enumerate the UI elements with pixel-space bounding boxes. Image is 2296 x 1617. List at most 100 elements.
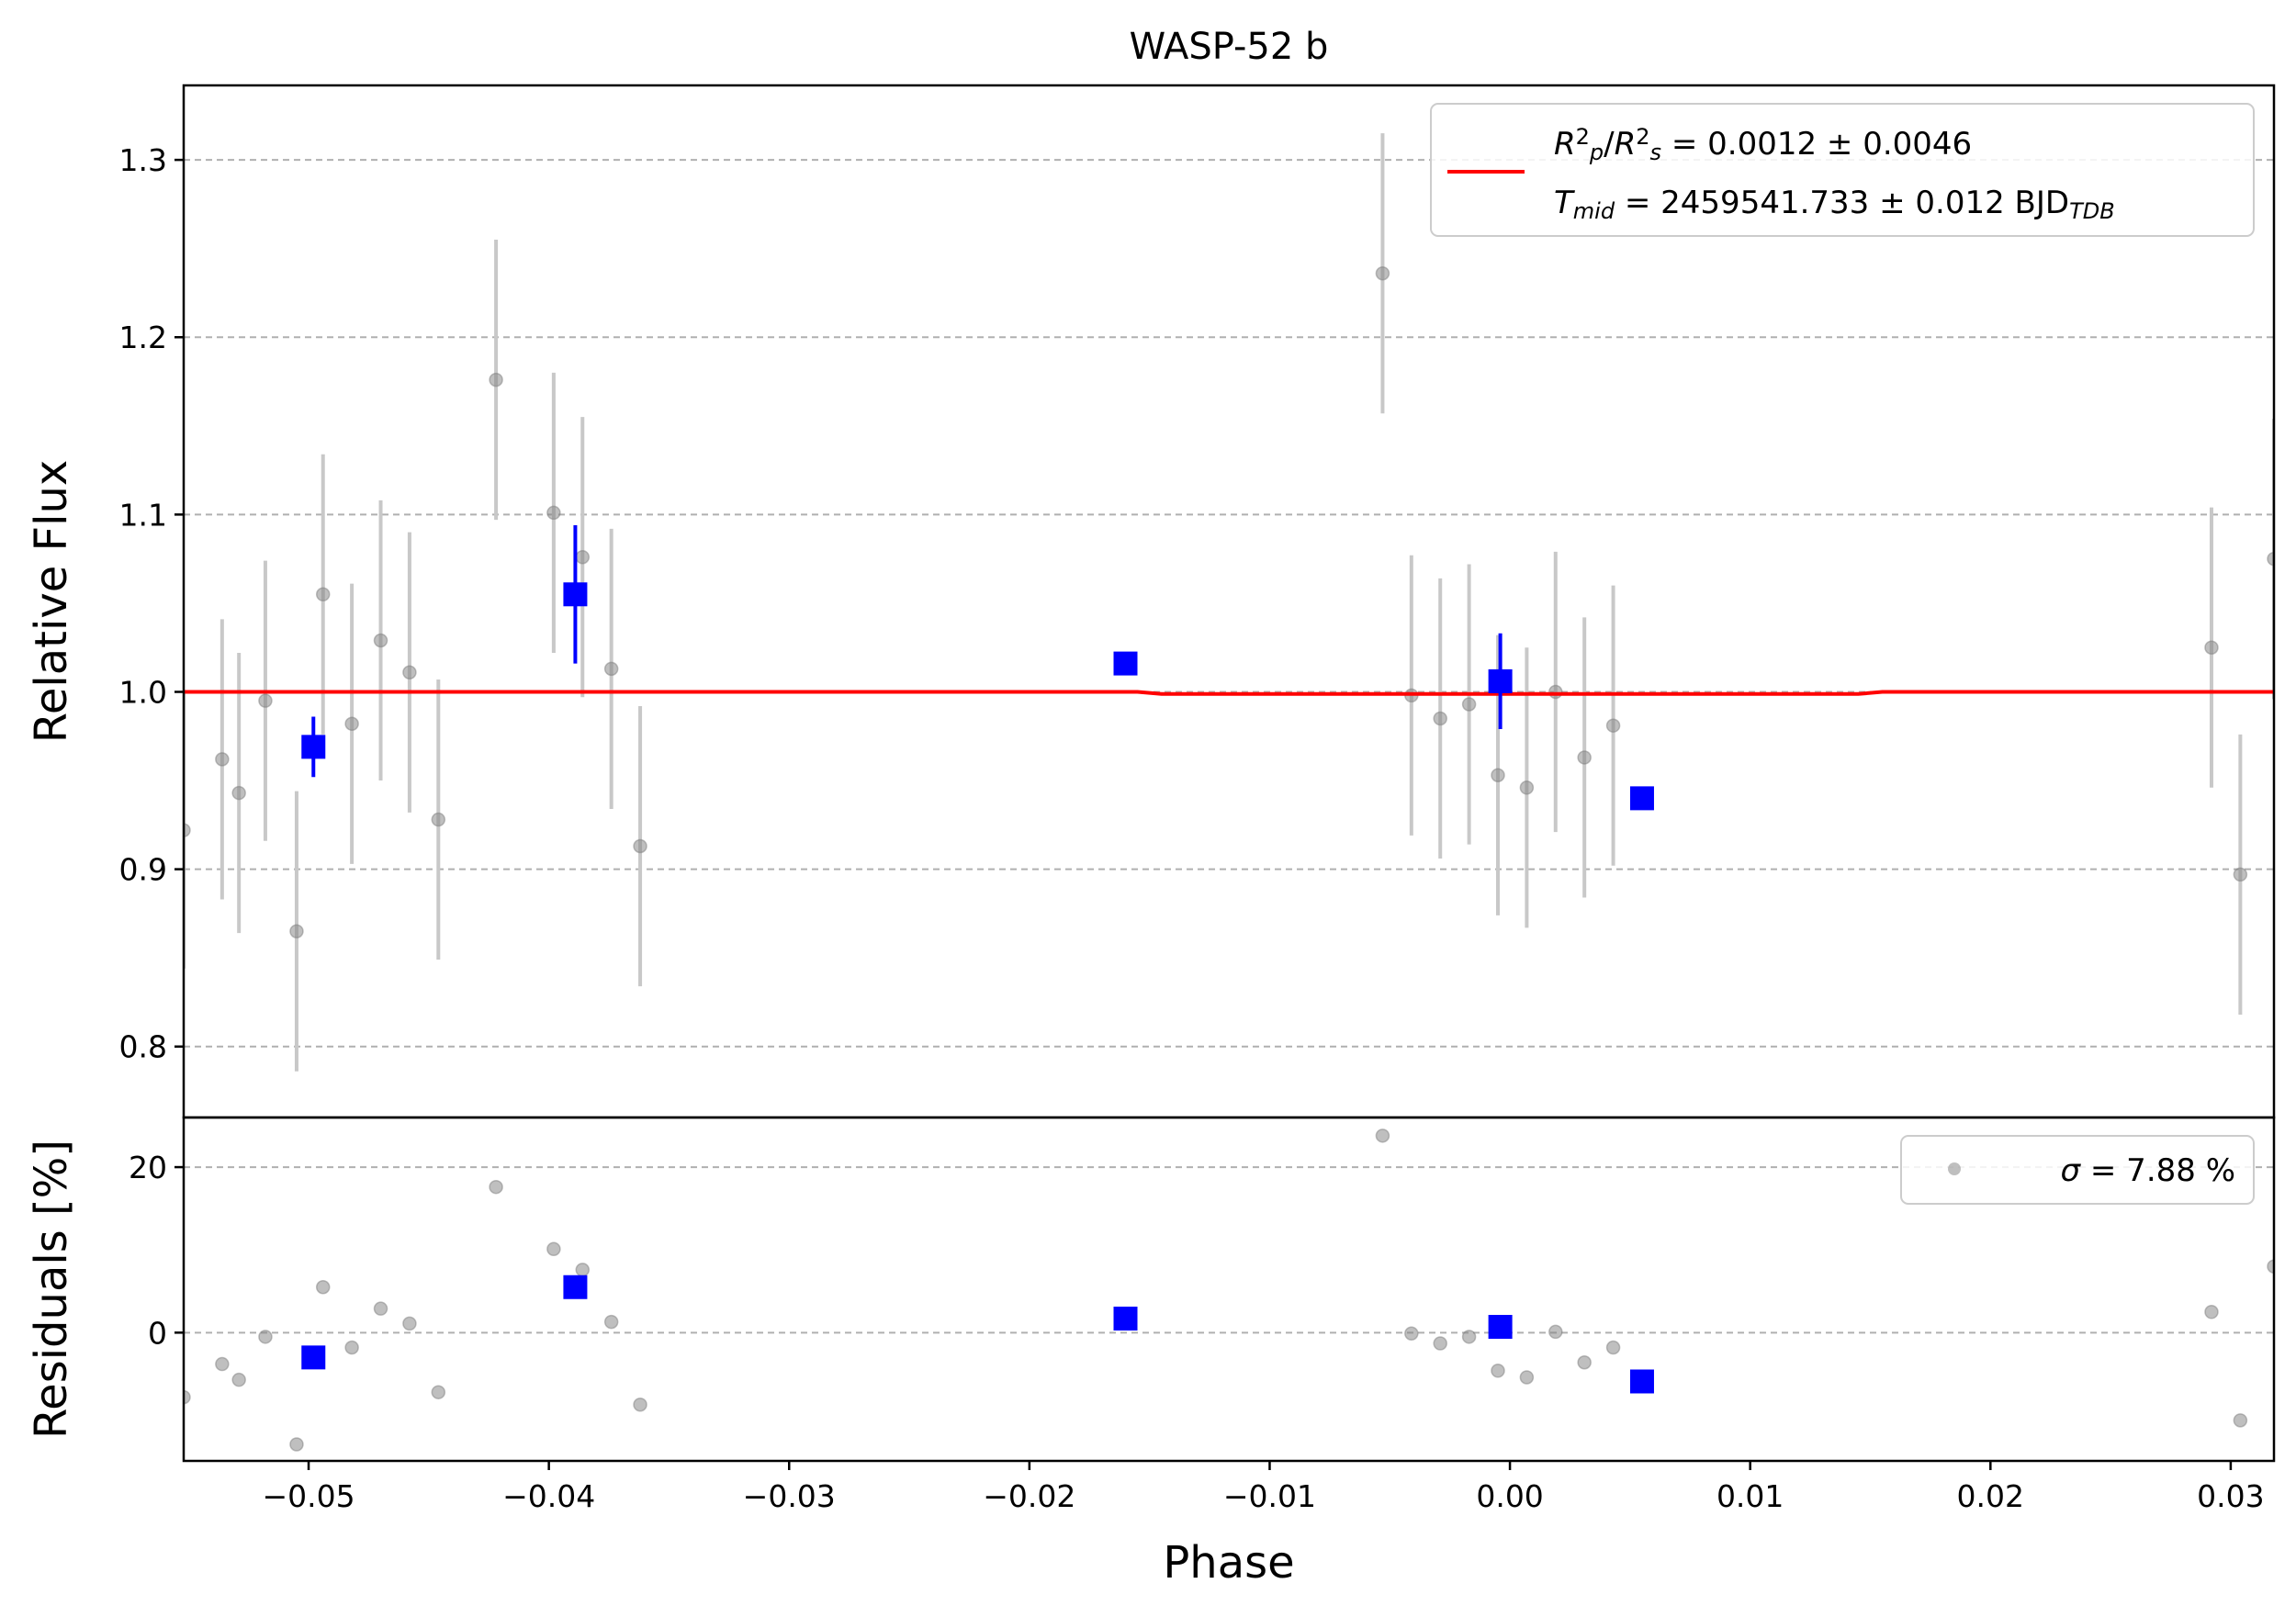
binned-data-point [1488,668,1513,693]
x-tick-label: −0.03 [743,1478,836,1514]
raw-data-point [1577,750,1592,765]
residuals-legend: σ = 7.88 % [1900,1135,2255,1205]
residuals-legend-marker [1948,1162,1961,1175]
raw-data-point [546,505,561,521]
raw-data-point [315,587,331,602]
binned-data-point [301,735,326,759]
raw-data-point [215,752,230,767]
raw-data-point [1461,1330,1477,1344]
x-tick-label: 0.03 [2197,1478,2264,1514]
raw-data-point [1548,1324,1563,1340]
binned-data-point [1629,1369,1654,1394]
main-panel: 0.8 0.9 1.0 1.1 1.2 1.3 Relative Flux R2p/R2s… [26,84,2276,1119]
residuals-legend-box [1900,1135,2255,1205]
raw-data-point [373,1301,388,1316]
residuals-x-ticks: −0.05 −0.04 −0.03 −0.02 −0.01 0.00 0.01 0.02 0.0… [262,1461,2265,1514]
raw-data-point [344,1340,359,1355]
binned-data-point [1629,786,1654,811]
transit-model-line [184,690,2274,696]
raw-data-point [289,1437,304,1452]
x-tick-label: 0.00 [1476,1478,1543,1514]
x-tick-label: −0.02 [983,1478,1075,1514]
raw-data-point [1491,768,1505,783]
raw-data-point [1519,780,1535,795]
y-tick-label: 1.0 [119,674,167,710]
x-axis-label: Phase [1163,1537,1294,1589]
raw-data-point [1375,265,1390,281]
raw-data-point [603,1314,619,1330]
raw-data-point [2204,640,2219,655]
raw-data-point [289,924,304,938]
main-y-axis-label: Relative Flux [26,460,77,744]
raw-data-point [184,823,191,837]
y-tick-label: 0 [148,1315,167,1351]
main-legend: R2p/R2s = 0.0012 ± 0.0046 Tmid = 2459541… [1430,103,2255,237]
x-tick-label: 0.02 [1957,1478,2024,1514]
main-data-layer [184,133,2274,1072]
legend-tmid-line: Tmid = 2459541.733 ± 0.012 BJDTDB [1554,185,2115,224]
raw-data-point [1577,1355,1592,1370]
raw-data-point [489,372,503,387]
raw-data-point [344,716,359,732]
y-tick-label: 1.1 [119,497,167,533]
chart-title: WASP-52 b [1130,26,1329,68]
residuals-y-axis-label: Residuals [%] [26,1140,77,1439]
legend-depth-line: R2p/R2s = 0.0012 ± 0.0046 [1554,124,1972,165]
raw-data-point [1433,1336,1447,1351]
raw-data-point [575,1263,591,1277]
raw-data-point [315,1279,331,1295]
raw-data-point [546,1241,561,1257]
raw-data-point [575,549,591,565]
raw-data-point [2204,1305,2219,1319]
x-tick-label: −0.01 [1223,1478,1316,1514]
binned-data-point [1488,1315,1513,1340]
raw-data-point [2267,1259,2274,1274]
y-tick-label: 1.3 [119,142,167,178]
raw-data-point [184,1389,191,1405]
raw-data-point [215,1356,230,1372]
y-tick-label: 1.2 [119,320,167,355]
raw-data-point [258,693,273,708]
raw-data-point [633,1397,647,1412]
raw-data-point [1461,697,1477,712]
residuals-y-ticks: 0 20 [129,1150,184,1351]
raw-data-point [1433,711,1447,726]
raw-data-point [373,633,388,648]
raw-data-point [2233,1413,2248,1428]
raw-data-point [402,665,417,680]
raw-data-point [1375,1129,1390,1143]
raw-data-point [1519,1370,1535,1385]
legend-sigma-label: σ = 7.88 % [2061,1152,2235,1189]
y-tick-label: 0.9 [119,852,167,888]
raw-data-point [603,661,619,677]
residuals-data-layer [184,1129,2274,1452]
raw-data-point [1605,1340,1621,1355]
raw-data-point [402,1316,417,1331]
binned-data-point [301,1345,326,1370]
main-y-ticks: 0.8 0.9 1.0 1.1 1.2 1.3 [119,142,184,1065]
raw-data-point [1548,684,1563,700]
raw-data-point [431,812,446,827]
raw-data-point [231,785,246,801]
residuals-panel: 0 20 −0.05 −0.04 −0.03 −0.02 −0.01 0.00 0.01 0.0… [26,1116,2276,1589]
raw-data-point [489,1179,503,1195]
raw-data-point [1491,1364,1505,1378]
raw-data-point [2267,551,2274,567]
binned-data-point [1113,651,1138,676]
binned-data-point [1113,1306,1138,1331]
raw-data-point [633,838,647,854]
raw-data-point [2233,867,2248,882]
x-tick-label: −0.04 [502,1478,595,1514]
x-tick-label: 0.01 [1716,1478,1784,1514]
residuals-axes-frame [182,1116,2276,1463]
raw-data-point [1605,718,1621,733]
raw-data-point [231,1372,246,1387]
binned-data-point [563,1275,588,1299]
x-tick-label: −0.05 [262,1478,355,1514]
raw-data-point [431,1385,446,1399]
raw-data-point [258,1330,273,1344]
raw-data-point [1404,1326,1419,1341]
binned-data-point [563,582,588,607]
y-tick-label: 20 [129,1150,167,1185]
